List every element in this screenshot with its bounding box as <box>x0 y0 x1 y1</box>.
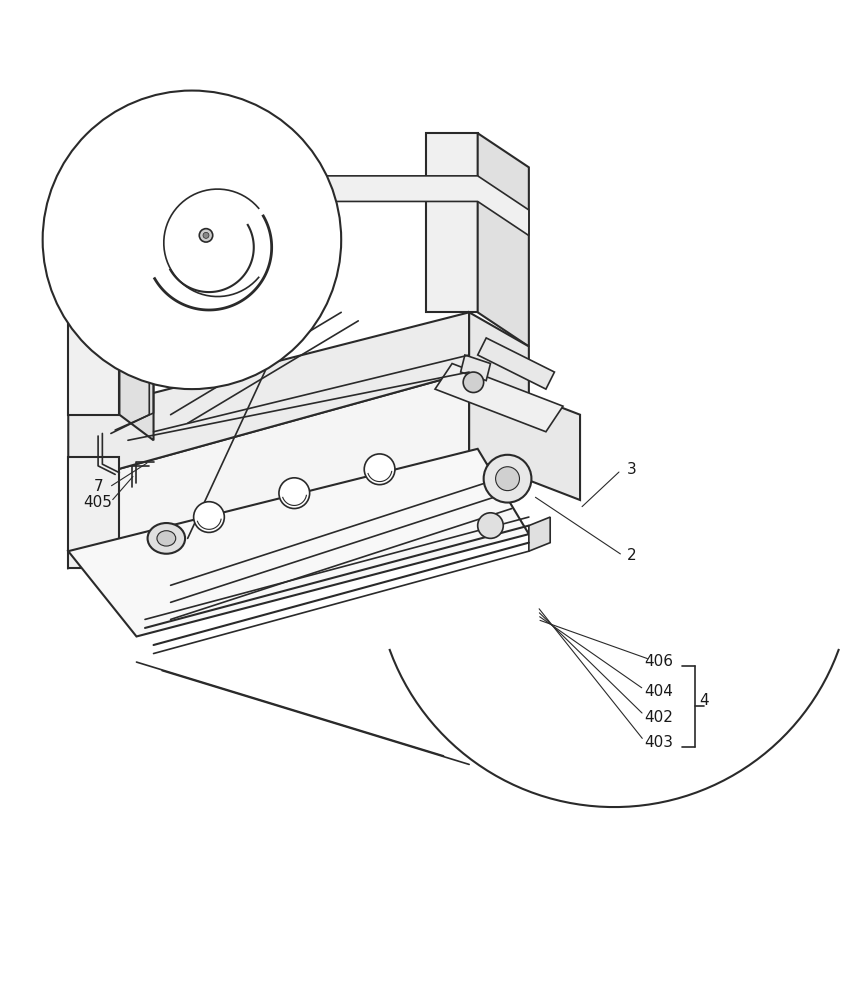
Polygon shape <box>477 133 528 346</box>
Text: 406: 406 <box>643 654 672 669</box>
Polygon shape <box>469 312 528 415</box>
Polygon shape <box>528 517 550 551</box>
Text: 403: 403 <box>643 735 672 750</box>
Polygon shape <box>469 372 579 500</box>
Polygon shape <box>68 159 119 415</box>
Polygon shape <box>68 449 528 636</box>
Polygon shape <box>460 355 490 381</box>
Text: 405: 405 <box>83 495 112 510</box>
Circle shape <box>203 232 209 238</box>
Text: 2: 2 <box>625 548 636 563</box>
Text: 5: 5 <box>297 179 308 194</box>
Polygon shape <box>477 338 554 389</box>
Circle shape <box>279 478 309 509</box>
Circle shape <box>495 467 519 491</box>
Polygon shape <box>68 372 469 568</box>
Circle shape <box>193 502 224 532</box>
Text: 4: 4 <box>699 693 708 708</box>
Circle shape <box>477 513 503 538</box>
Circle shape <box>364 454 394 485</box>
Ellipse shape <box>157 531 176 546</box>
Polygon shape <box>426 133 477 312</box>
Circle shape <box>483 455 531 503</box>
Polygon shape <box>68 457 119 568</box>
Circle shape <box>463 372 483 393</box>
Text: 404: 404 <box>643 684 672 699</box>
Polygon shape <box>124 361 152 381</box>
Polygon shape <box>68 176 528 236</box>
Polygon shape <box>68 312 469 483</box>
Circle shape <box>199 229 212 242</box>
Polygon shape <box>435 364 562 432</box>
Circle shape <box>43 91 341 389</box>
Text: 501: 501 <box>288 164 317 179</box>
Text: 7: 7 <box>93 479 103 494</box>
Polygon shape <box>119 159 153 440</box>
Ellipse shape <box>147 523 185 554</box>
Text: 402: 402 <box>643 710 672 725</box>
Text: 3: 3 <box>625 462 636 477</box>
Text: 401: 401 <box>58 219 87 234</box>
